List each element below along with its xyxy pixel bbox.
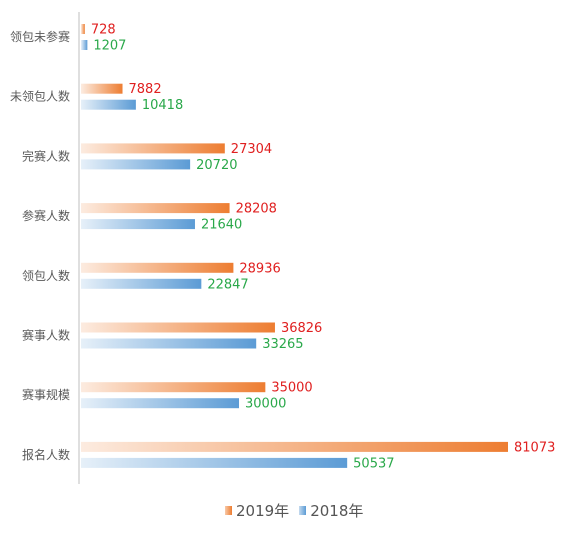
- legend: 2019年 2018年: [225, 500, 373, 521]
- legend-swatch-2018: [299, 506, 307, 515]
- data-label: 7882: [129, 82, 162, 97]
- data-label: 27304: [231, 142, 272, 157]
- data-label: 28936: [239, 261, 280, 276]
- category-label: 参赛人数: [22, 208, 70, 223]
- bar: [81, 382, 266, 393]
- category-label: 未领包人数: [10, 89, 70, 104]
- bar: [81, 262, 234, 273]
- bar: [81, 203, 230, 214]
- data-label: 33265: [262, 337, 303, 352]
- legend-item-2019: 2019年: [225, 500, 289, 521]
- bar: [81, 457, 348, 468]
- data-label: 50537: [353, 456, 394, 471]
- legend-label-2018: 2018年: [310, 502, 364, 520]
- bar: [81, 159, 191, 170]
- data-label: 28208: [236, 202, 277, 217]
- data-label: 1207: [93, 39, 126, 54]
- category-label: 赛事人数: [22, 328, 70, 343]
- bar: [81, 338, 257, 349]
- bar: [81, 99, 136, 110]
- bar: [81, 40, 88, 50]
- bar: [81, 219, 195, 230]
- data-label: 20720: [196, 158, 237, 173]
- bar: [81, 24, 85, 34]
- bar: [81, 83, 123, 94]
- category-label: 报名人数: [22, 447, 70, 462]
- category-label: 领包人数: [22, 268, 70, 283]
- bar: [81, 441, 508, 452]
- data-label: 10418: [142, 98, 183, 113]
- data-label: 22847: [207, 277, 248, 292]
- bar: [81, 143, 225, 154]
- legend-label-2019: 2019年: [236, 502, 290, 520]
- data-label: 30000: [245, 397, 286, 412]
- data-label: 728: [91, 23, 116, 38]
- data-label: 35000: [271, 381, 312, 396]
- data-label: 21640: [201, 218, 242, 233]
- data-label: 81073: [514, 440, 555, 455]
- data-label: 36826: [281, 321, 322, 336]
- legend-swatch-2019: [225, 506, 232, 515]
- bar: [81, 322, 275, 333]
- category-label: 完赛人数: [22, 148, 70, 163]
- category-label: 领包未参赛: [10, 29, 70, 44]
- bar: [81, 398, 240, 409]
- category-label: 赛事规模: [22, 387, 70, 402]
- bar: [81, 278, 202, 289]
- legend-item-2018: 2018年: [299, 500, 363, 521]
